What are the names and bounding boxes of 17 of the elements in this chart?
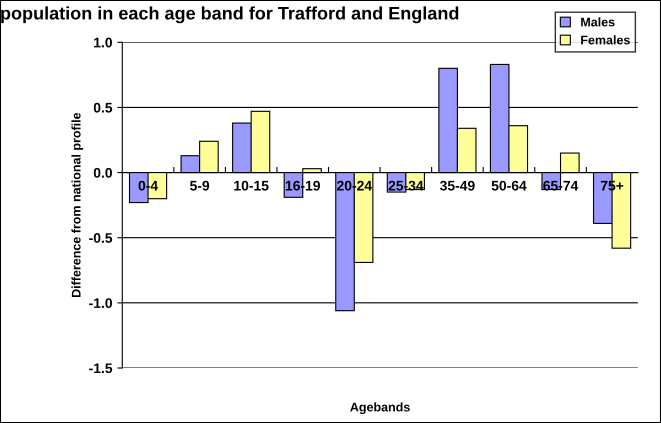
y-tick-label: 0.5 [94, 102, 112, 113]
x-tick-label: 5-9 [190, 180, 210, 191]
x-tick-label: 35-49 [440, 180, 475, 191]
legend-label: Males [581, 17, 615, 26]
y-tick-label: 0.0 [94, 168, 112, 178]
x-tick-label: 20-24 [337, 180, 372, 191]
x-tick-label: 10-15 [234, 180, 269, 191]
x-tick-label: 0-4 [138, 180, 158, 191]
y-tick-label: 1.0 [94, 38, 112, 48]
y-tick-label: -1.5 [89, 363, 112, 374]
y-tick-label: -0.5 [89, 233, 112, 243]
y-axis-title: Difference from national profile [71, 112, 84, 298]
y-tick-label: -1.0 [89, 298, 112, 308]
x-tick-label: 50-64 [492, 180, 527, 191]
chart-title: population in each age band for Trafford and England [1, 6, 458, 24]
x-axis-title: Agebands [350, 402, 410, 414]
legend-label: Females [581, 35, 630, 44]
